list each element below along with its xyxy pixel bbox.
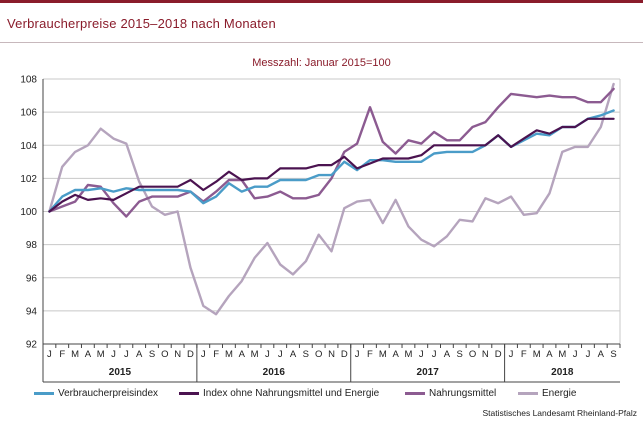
legend-item-index-ohne: Index ohne Nahrungsmittel und Energie xyxy=(179,388,379,399)
header-divider xyxy=(0,42,643,43)
legend-swatch xyxy=(179,391,199,395)
chart-subtitle: Messzahl: Januar 2015=100 xyxy=(252,57,391,69)
series-line-nahrungsmittel xyxy=(48,87,615,218)
series-line-index-ohne-nahrungsmittel-und-energie xyxy=(48,117,615,213)
month-tick-label: A xyxy=(85,349,92,360)
month-tick-label: F xyxy=(367,349,373,360)
year-label: 2016 xyxy=(263,367,286,378)
month-tick-label: J xyxy=(124,349,129,360)
month-tick-label: A xyxy=(546,349,553,360)
y-tick-label: 94 xyxy=(26,306,38,317)
month-tick-label: D xyxy=(341,349,348,360)
month-tick-label: M xyxy=(97,349,105,360)
month-tick-label: A xyxy=(444,349,451,360)
legend-label: Nahrungsmittel xyxy=(429,388,497,399)
month-tick-label: M xyxy=(251,349,259,360)
legend-label: Verbraucherpreisindex xyxy=(58,388,159,399)
month-tick-label: J xyxy=(509,349,514,360)
month-tick-label: N xyxy=(328,349,335,360)
y-tick-label: 102 xyxy=(20,174,37,185)
month-tick-label: F xyxy=(59,349,65,360)
y-tick-label: 92 xyxy=(26,340,38,351)
top-accent-line xyxy=(0,0,643,3)
chart-title: Verbraucherpreise 2015–2018 nach Monaten xyxy=(7,16,276,31)
month-tick-label: D xyxy=(187,349,194,360)
month-tick-label: J xyxy=(586,349,591,360)
month-tick-label: S xyxy=(149,349,155,360)
month-tick-label: J xyxy=(419,349,424,360)
month-tick-label: A xyxy=(136,349,143,360)
month-tick-label: J xyxy=(432,349,437,360)
month-tick-label: J xyxy=(47,349,52,360)
legend-swatch xyxy=(518,391,538,395)
source-note: Statistisches Landesamt Rheinland-Pfalz xyxy=(482,408,638,418)
month-tick-label: M xyxy=(558,349,566,360)
y-tick-label: 108 xyxy=(20,75,37,86)
month-tick-label: M xyxy=(71,349,79,360)
legend-label: Index ohne Nahrungsmittel und Energie xyxy=(203,388,380,399)
month-tick-label: F xyxy=(521,349,527,360)
month-tick-label: A xyxy=(392,349,399,360)
y-tick-label: 98 xyxy=(26,240,38,251)
month-tick-label: M xyxy=(225,349,233,360)
month-tick-label: N xyxy=(174,349,181,360)
y-tick-label: 96 xyxy=(26,273,38,284)
month-tick-label: M xyxy=(533,349,541,360)
month-tick-label: O xyxy=(161,349,168,360)
y-tick-label: 106 xyxy=(20,108,37,119)
month-tick-label: N xyxy=(482,349,489,360)
legend-swatch xyxy=(405,391,425,395)
month-tick-label: J xyxy=(201,349,206,360)
month-tick-label: M xyxy=(379,349,387,360)
month-tick-label: S xyxy=(610,349,616,360)
month-tick-label: J xyxy=(111,349,116,360)
legend-item-verbraucherpreisindex: Verbraucherpreisindex xyxy=(34,388,158,399)
legend-swatch xyxy=(34,391,54,395)
month-tick-label: D xyxy=(495,349,502,360)
year-label: 2015 xyxy=(109,367,132,378)
month-tick-label: J xyxy=(573,349,578,360)
legend-label: Energie xyxy=(542,388,577,399)
month-tick-label: A xyxy=(598,349,605,360)
month-tick-label: F xyxy=(213,349,219,360)
y-tick-label: 104 xyxy=(20,141,37,152)
year-label: 2017 xyxy=(417,367,440,378)
y-tick-label: 100 xyxy=(20,207,37,218)
month-tick-label: S xyxy=(457,349,463,360)
month-tick-label: O xyxy=(315,349,322,360)
month-tick-label: S xyxy=(303,349,309,360)
month-tick-label: J xyxy=(265,349,270,360)
legend-item-energie: Energie xyxy=(518,388,576,399)
month-tick-label: A xyxy=(290,349,297,360)
month-tick-label: J xyxy=(355,349,360,360)
month-tick-label: M xyxy=(404,349,412,360)
legend-item-nahrungsmittel: Nahrungsmittel xyxy=(405,388,496,399)
month-tick-label: O xyxy=(469,349,476,360)
month-tick-label: A xyxy=(239,349,246,360)
year-label: 2018 xyxy=(551,367,574,378)
month-tick-label: J xyxy=(278,349,283,360)
